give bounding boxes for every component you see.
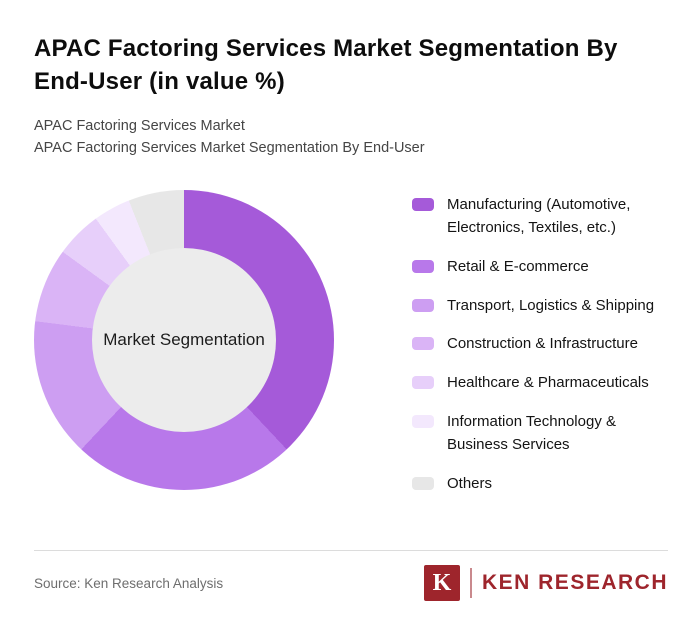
donut-chart: Market Segmentation xyxy=(34,189,334,490)
legend-item: Manufacturing (Automotive, Electronics, … xyxy=(412,194,679,240)
logo-k-icon: K xyxy=(423,565,460,602)
footer: Source: Ken Research Analysis K KEN RESE… xyxy=(34,551,682,615)
ken-research-logo: K KEN RESEARCH xyxy=(423,565,668,602)
donut-center-label: Market Segmentation xyxy=(103,329,265,349)
logo-k-letter: K xyxy=(432,569,452,596)
legend-label: Transport, Logistics & Shipping xyxy=(447,296,655,314)
subtitle-line-1: APAC Factoring Services Market xyxy=(34,118,245,135)
legend-label: Information Technology & Business Servic… xyxy=(447,413,616,454)
legend-label: Others xyxy=(447,475,493,493)
source-note: Source: Ken Research Analysis xyxy=(34,575,224,591)
donut-center: Market Segmentation xyxy=(92,247,276,432)
footer-divider xyxy=(34,550,668,552)
legend-swatch xyxy=(412,197,434,211)
logo-divider xyxy=(469,568,472,599)
chart-legend: Manufacturing (Automotive, Electronics, … xyxy=(412,190,679,512)
legend-label: Manufacturing (Automotive, Electronics, … xyxy=(447,195,631,236)
legend-swatch xyxy=(412,259,434,273)
legend-item: Construction & Infrastructure xyxy=(412,333,679,356)
legend-label: Retail & E-commerce xyxy=(447,257,589,275)
legend-item: Retail & E-commerce xyxy=(412,256,679,279)
legend-swatch xyxy=(412,477,434,491)
legend-label: Healthcare & Pharmaceuticals xyxy=(447,374,649,392)
legend-item: Information Technology & Business Servic… xyxy=(412,411,679,457)
legend-swatch xyxy=(412,298,434,312)
subtitle-line-2: APAC Factoring Services Market Segmentat… xyxy=(34,139,425,156)
legend-swatch xyxy=(412,376,434,390)
legend-label: Construction & Infrastructure xyxy=(447,335,638,353)
logo-text: KEN RESEARCH xyxy=(481,571,668,595)
page-title: APAC Factoring Services Market Segmentat… xyxy=(34,35,618,96)
legend-item: Healthcare & Pharmaceuticals xyxy=(412,372,679,395)
legend-swatch xyxy=(412,337,434,351)
legend-swatch xyxy=(412,415,434,429)
chart-section: Market Segmentation Manufacturing (Autom… xyxy=(34,189,682,512)
legend-item: Transport, Logistics & Shipping xyxy=(412,295,679,318)
legend-item: Others xyxy=(412,473,679,496)
